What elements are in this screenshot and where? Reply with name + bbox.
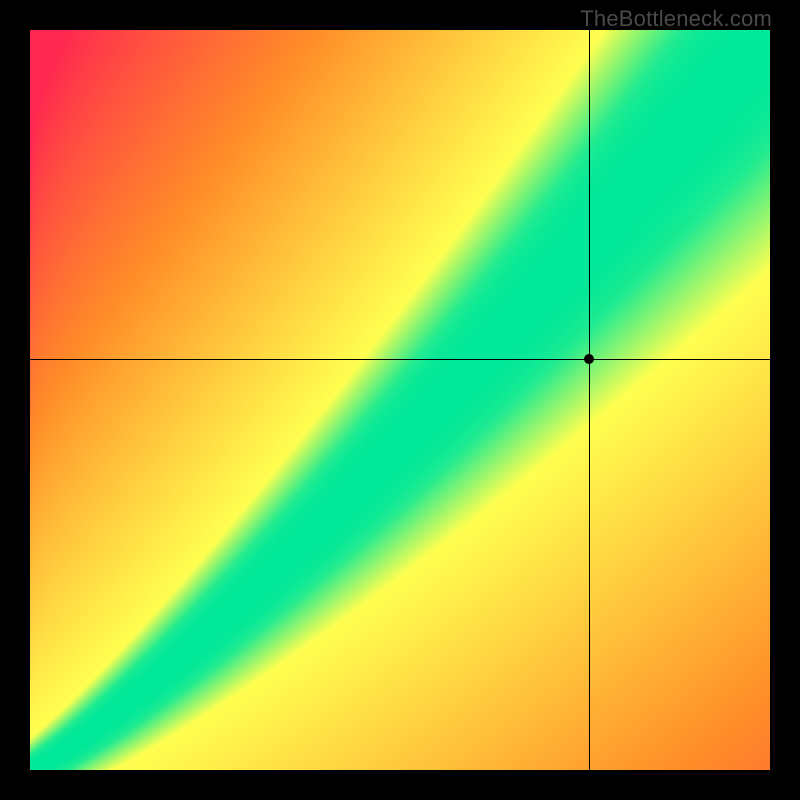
- crosshair-marker: [584, 354, 594, 364]
- crosshair-vertical: [589, 30, 590, 770]
- crosshair-horizontal: [30, 359, 770, 360]
- watermark-text: TheBottleneck.com: [580, 6, 772, 32]
- heatmap-canvas: [30, 30, 770, 770]
- bottleneck-heatmap: [30, 30, 770, 770]
